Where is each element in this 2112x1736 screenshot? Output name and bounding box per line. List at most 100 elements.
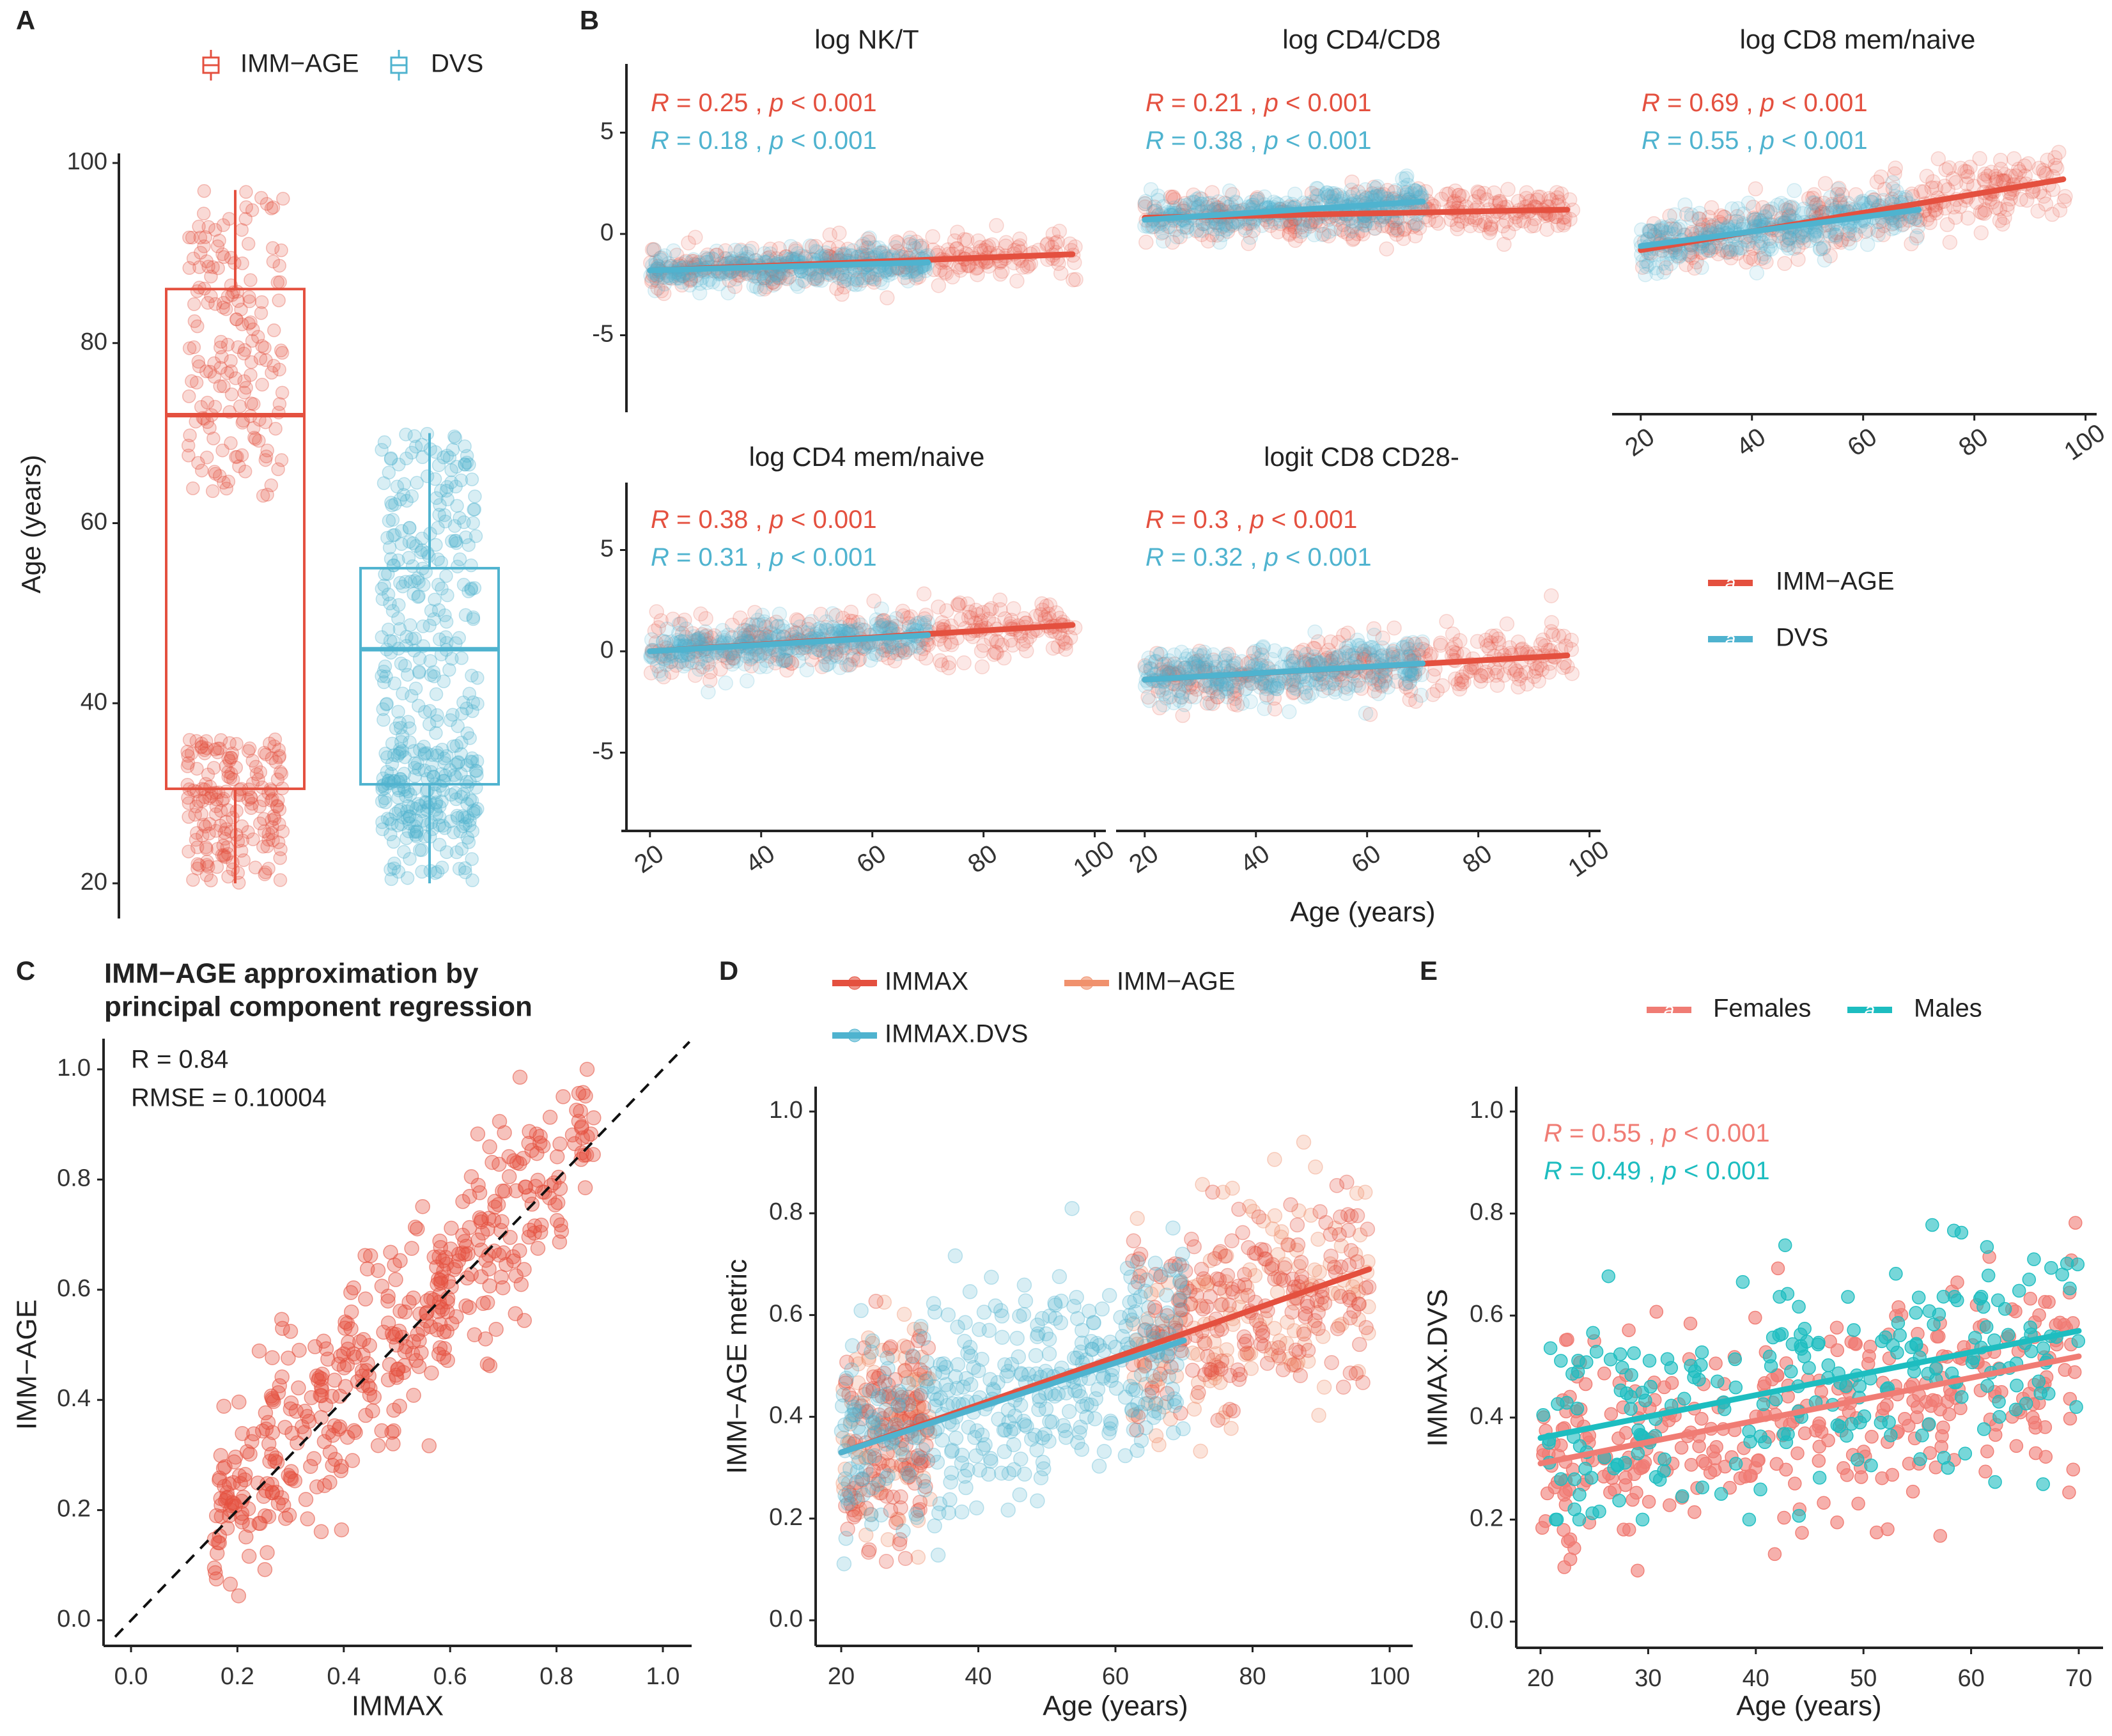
box-point: [245, 334, 260, 348]
box-point: [469, 804, 483, 819]
box-point: [256, 793, 271, 807]
scatter-point: [728, 271, 744, 287]
scatter-point: [974, 659, 990, 674]
box-point: [403, 721, 417, 736]
box-point: [438, 608, 452, 623]
box-point: [460, 758, 474, 772]
box-point: [276, 825, 290, 839]
box-point: [436, 783, 450, 798]
box-point: [266, 833, 280, 848]
scatter-point: [358, 1291, 373, 1307]
scatter-point: [674, 277, 690, 293]
box-point: [446, 739, 460, 754]
box-point: [463, 813, 477, 828]
scatter-point: [1009, 273, 1025, 289]
box-point: [424, 668, 438, 682]
scatter-point: [1137, 196, 1153, 212]
box-point: [244, 791, 258, 805]
box-point: [458, 865, 472, 880]
scatter-point: [577, 1180, 593, 1195]
scatter-point: [401, 1294, 417, 1310]
box-point: [401, 550, 416, 565]
box-point: [451, 810, 465, 825]
box-point: [208, 297, 222, 311]
box-point: [447, 519, 462, 533]
scatter-point: [2058, 189, 2073, 205]
box-point: [182, 341, 197, 355]
box-point: [428, 593, 442, 607]
box-point: [224, 766, 238, 781]
box-point: [235, 256, 249, 270]
box-point: [235, 317, 249, 332]
scatter-point: [455, 1194, 470, 1209]
box-point: [192, 858, 206, 872]
box-point: [437, 821, 452, 835]
scatter-point: [1126, 1233, 1142, 1249]
box-point: [246, 421, 261, 435]
box-point: [403, 521, 417, 535]
scatter-point: [1311, 1407, 1326, 1423]
scatter-point: [1973, 225, 1989, 241]
box-point: [258, 865, 273, 880]
box-point: [267, 739, 281, 754]
box-point: [430, 865, 445, 879]
box-point: [381, 587, 396, 601]
box-point: [444, 475, 458, 490]
box-point: [185, 230, 199, 245]
scatter-point: [981, 238, 997, 254]
box-point: [217, 379, 231, 394]
box-point: [192, 281, 206, 295]
scatter-point: [756, 616, 772, 632]
scatter-point: [1539, 221, 1555, 237]
scatter-point: [505, 1249, 521, 1264]
scatter-point: [1349, 1186, 1365, 1201]
box-point: [215, 247, 229, 261]
box-point: [405, 446, 419, 460]
box-point: [389, 807, 403, 821]
box-point: [272, 743, 286, 757]
scatter-point: [1358, 706, 1374, 721]
scatter-point: [1925, 174, 1941, 190]
scatter-point: [1992, 213, 2008, 228]
box-point: [271, 793, 285, 807]
box-point: [465, 852, 479, 866]
box-point: [410, 825, 424, 839]
box-point: [229, 312, 244, 327]
scatter-point: [1168, 659, 1183, 675]
box-point: [274, 766, 289, 781]
box-point: [260, 839, 274, 853]
box-point: [465, 824, 480, 838]
box-point: [185, 374, 199, 389]
scatter-point: [1557, 215, 1572, 231]
scatter-point: [261, 1436, 277, 1452]
scatter-point: [1496, 236, 1512, 252]
box-point: [228, 371, 243, 385]
box-point: [181, 756, 196, 770]
box-point: [196, 818, 211, 832]
box-point: [386, 835, 401, 849]
box-point: [383, 596, 397, 610]
box-point: [375, 442, 389, 457]
box-point: [238, 212, 253, 226]
box-point: [189, 734, 204, 748]
box-point: [410, 830, 424, 844]
box-point: [259, 449, 274, 463]
scatter-point: [1486, 185, 1502, 201]
box-point: [440, 845, 454, 859]
scatter-point: [1930, 151, 1946, 167]
scatter-point: [1386, 620, 1402, 636]
box-point: [203, 421, 217, 435]
box-point: [268, 755, 283, 769]
scatter-point: [1282, 704, 1297, 720]
box-point: [457, 810, 472, 825]
box-point: [204, 289, 218, 304]
box-point: [417, 740, 431, 754]
scatter-point: [1225, 1181, 1240, 1196]
box-point: [453, 511, 467, 525]
box-point: [454, 706, 469, 721]
box-point: [200, 396, 215, 410]
box-point: [414, 545, 428, 559]
box-point: [387, 856, 401, 871]
box-point: [409, 802, 423, 816]
scatter-point: [860, 240, 876, 256]
